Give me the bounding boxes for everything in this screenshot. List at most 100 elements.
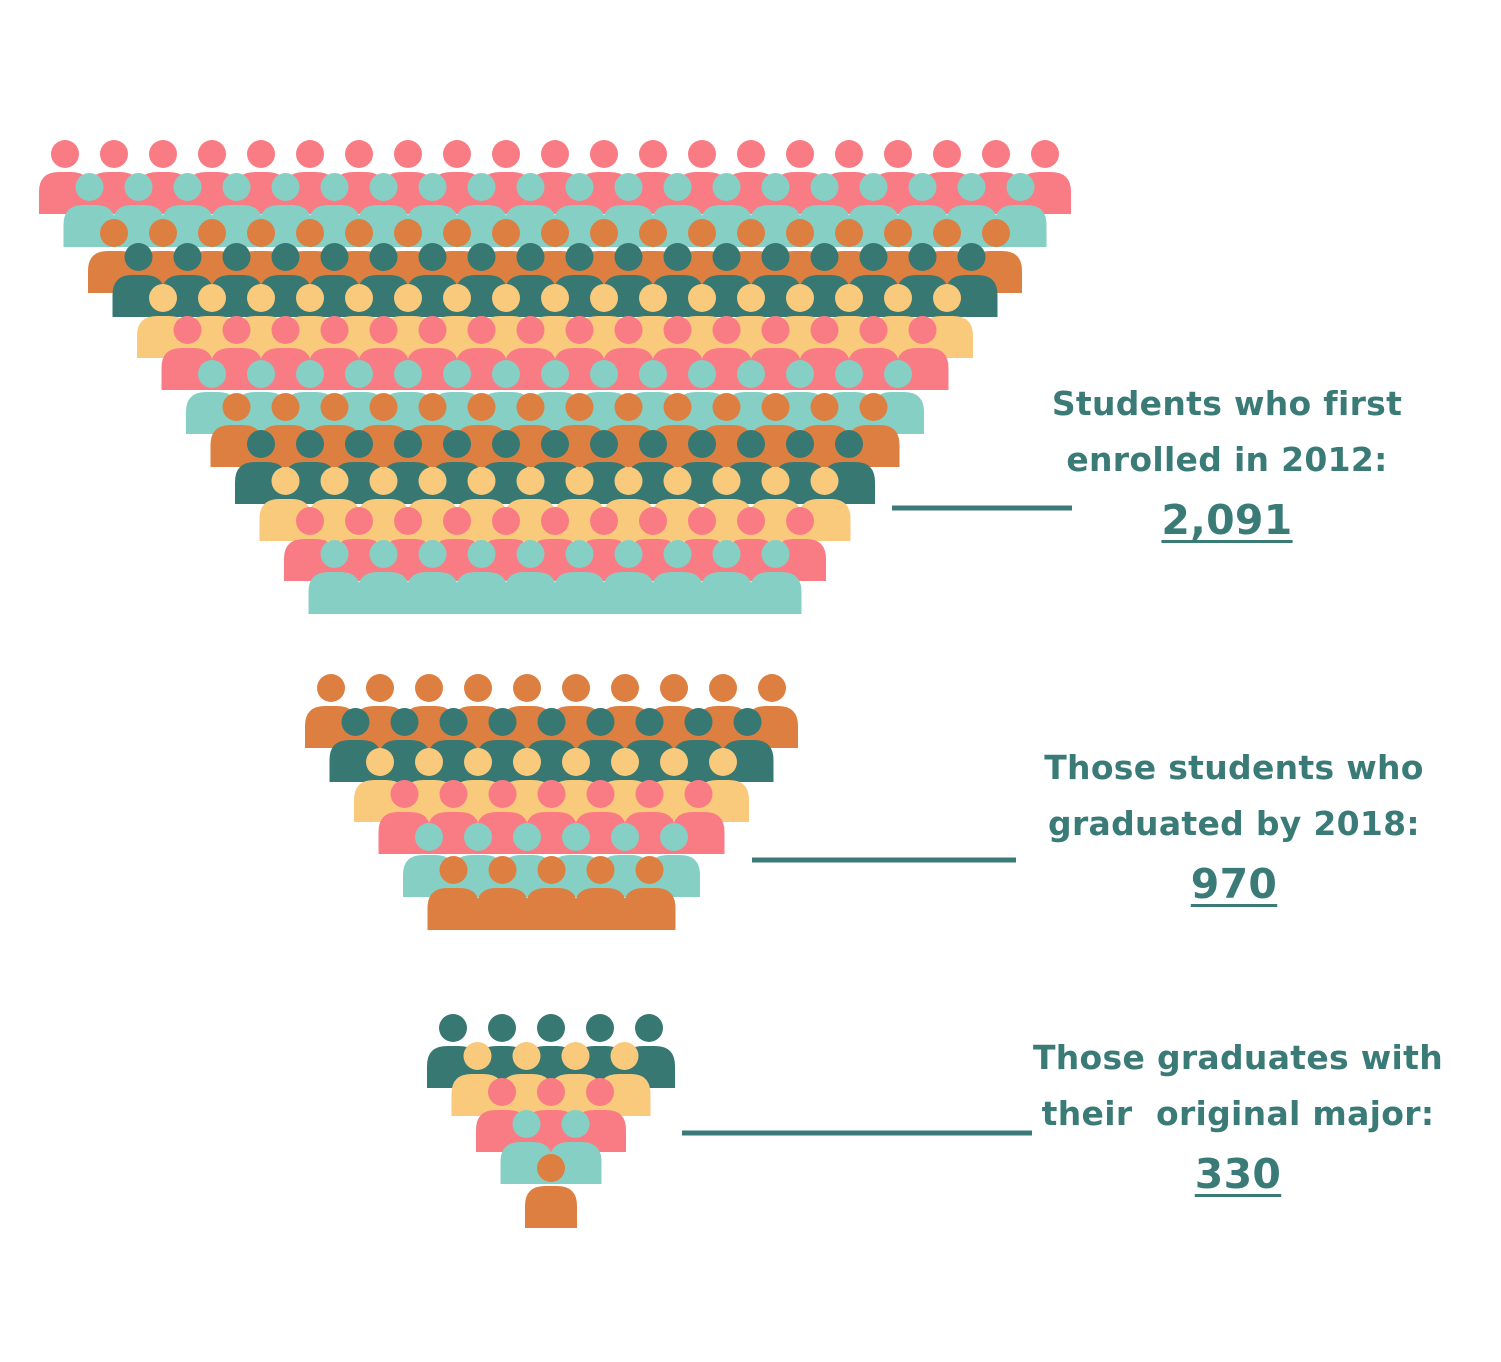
person-head (586, 1078, 614, 1106)
enrolled-person (651, 393, 704, 467)
enrolled-person (480, 430, 532, 504)
enrolled-person (798, 393, 851, 467)
person-body (721, 740, 774, 782)
person-head (810, 243, 839, 271)
person-body (676, 462, 728, 504)
person-body (357, 572, 410, 614)
person-head (492, 140, 520, 168)
person-head (982, 219, 1010, 247)
person-head (684, 708, 713, 736)
person-head (492, 219, 520, 247)
person-head (639, 360, 667, 388)
person-head (737, 140, 765, 168)
enrolled-person (749, 467, 802, 541)
person-head (467, 467, 496, 495)
person-head (786, 284, 814, 312)
person-body (725, 462, 777, 504)
person-head (271, 243, 300, 271)
person-head (614, 243, 643, 271)
person-head (859, 173, 888, 201)
count-graduated: 970 (1190, 860, 1278, 908)
person-body (847, 425, 900, 467)
enrolled-person (406, 243, 459, 317)
label-graduated-line2: graduated by 2018: (1048, 804, 1420, 843)
person-head (761, 467, 790, 495)
person-head (884, 284, 912, 312)
person-head (639, 140, 667, 168)
person-head (562, 748, 590, 776)
person-head (492, 430, 520, 458)
person-head (786, 507, 814, 535)
person-body (749, 499, 802, 541)
person-body (749, 425, 802, 467)
person-head (492, 284, 520, 312)
person-head (663, 540, 692, 568)
person-head (320, 540, 349, 568)
person-head (443, 360, 471, 388)
person-head (635, 708, 664, 736)
person-body (284, 462, 336, 504)
person-head (247, 284, 275, 312)
person-head (369, 467, 398, 495)
person-head (957, 173, 986, 201)
person-head (537, 856, 566, 884)
person-head (488, 708, 517, 736)
person-head (761, 243, 790, 271)
person-body (427, 740, 480, 782)
person-head (463, 1042, 492, 1070)
enrolled-person (308, 467, 361, 541)
person-head (1006, 173, 1035, 201)
enrolled-person (357, 467, 410, 541)
person-head (761, 393, 790, 421)
enrolled-person (455, 467, 508, 541)
graduated-person (329, 708, 382, 782)
person-head (390, 708, 419, 736)
person-head (663, 243, 692, 271)
person-body (553, 499, 606, 541)
person-head (467, 243, 496, 271)
person-head (369, 316, 398, 344)
enrolled-person (284, 430, 336, 504)
person-head (247, 430, 275, 458)
person-head (341, 708, 370, 736)
person-head (761, 316, 790, 344)
person-head (345, 219, 373, 247)
person-head (859, 316, 888, 344)
person-head (586, 1014, 614, 1042)
graduated-person (623, 708, 676, 782)
person-head (884, 219, 912, 247)
person-head (590, 284, 618, 312)
person-body (259, 275, 312, 317)
enrolled-person (504, 393, 557, 467)
person-head (320, 393, 349, 421)
person-head (537, 780, 566, 808)
person-body (798, 425, 851, 467)
person-head (369, 173, 398, 201)
person-head (394, 140, 422, 168)
enrolled-person (357, 540, 410, 614)
person-body (700, 499, 753, 541)
person-head (222, 316, 251, 344)
person-head (537, 1014, 565, 1042)
person-head (198, 360, 226, 388)
person-body (259, 499, 312, 541)
enrolled-person (602, 467, 655, 541)
person-body (455, 572, 508, 614)
label-enrolled-line1: Students who first (1051, 384, 1403, 423)
person-head (884, 140, 912, 168)
person-head (443, 219, 471, 247)
enrolled-person (382, 430, 434, 504)
person-head (439, 708, 468, 736)
enrolled-person (749, 393, 802, 467)
person-head (688, 284, 716, 312)
person-head (296, 507, 324, 535)
person-head (663, 316, 692, 344)
graduated-person (721, 708, 774, 782)
person-head (467, 540, 496, 568)
person-head (492, 360, 520, 388)
person-head (565, 540, 594, 568)
person-body (823, 462, 875, 504)
person-head (541, 140, 569, 168)
person-head (464, 674, 492, 702)
enrolled-person (651, 467, 704, 541)
